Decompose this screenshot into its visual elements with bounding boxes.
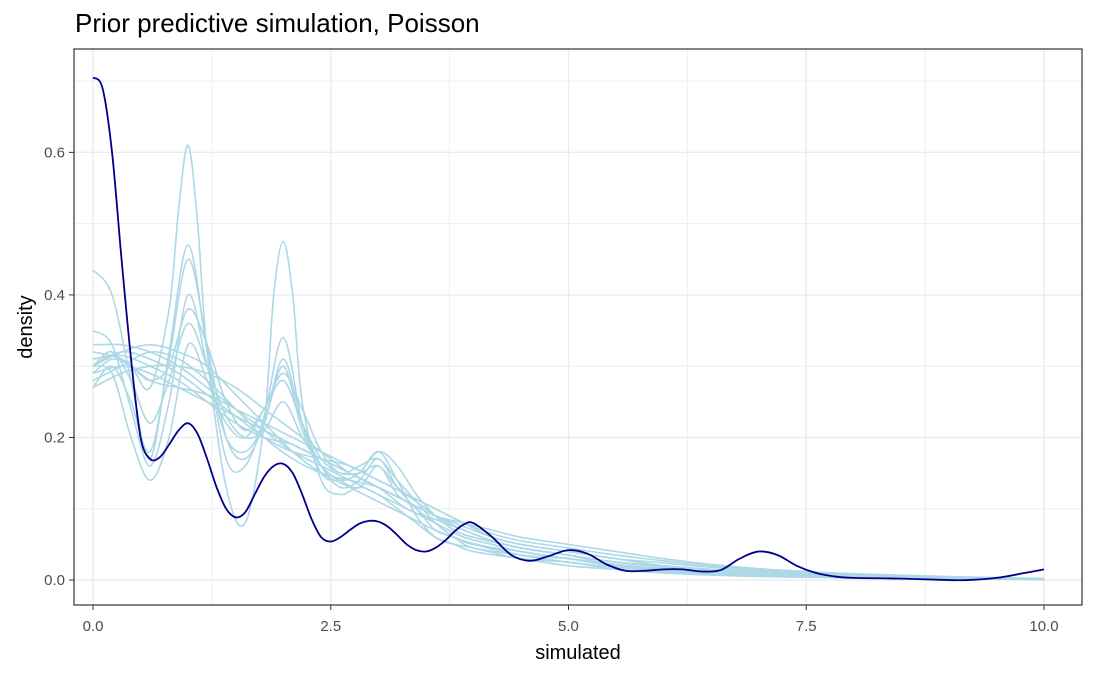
x-tick-label: 7.5 [796,618,817,635]
series-layer [92,76,1045,582]
panel-border [73,48,1083,606]
observed-density-line [92,76,1045,582]
x-tick-label: 5.0 [558,618,579,635]
y-tick-label: 0.6 [44,144,65,161]
y-tick-label: 0.2 [44,429,65,446]
axis-layer: 0.0 2.5 5.0 7.5 10.0 0.0 0.2 0.4 0.6 [44,144,1058,635]
x-tick-label: 10.0 [1029,618,1058,635]
y-axis-label: density [15,295,37,358]
simulated-density-line [92,342,1044,581]
y-tick-label: 0.4 [44,287,65,304]
simulated-density-line [92,322,1044,581]
x-tick-label: 0.0 [83,618,104,635]
simulated-density-line [92,364,1044,580]
x-tick-label: 2.5 [320,618,341,635]
chart-title: Prior predictive simulation, Poisson [75,8,480,38]
x-axis-label: simulated [535,642,621,664]
y-tick-label: 0.0 [44,572,65,589]
grid-layer [74,49,1082,605]
